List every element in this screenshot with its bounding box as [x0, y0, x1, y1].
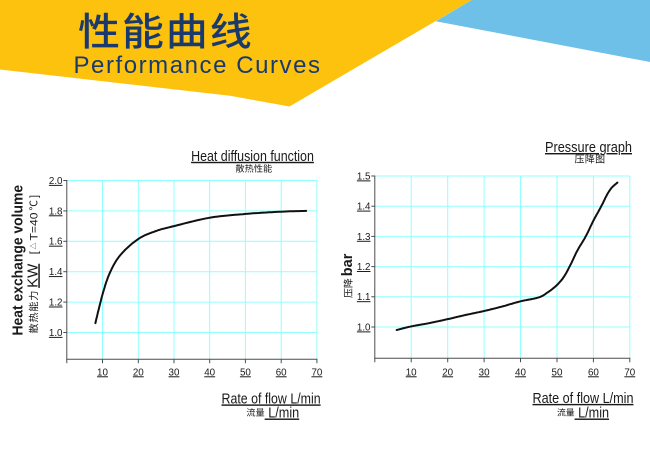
- svg-text:Heat exchange volume: Heat exchange volume: [10, 185, 27, 336]
- svg-text:50: 50: [552, 367, 563, 378]
- svg-text:L/min: L/min: [265, 406, 300, 422]
- svg-text:1.0: 1.0: [357, 322, 371, 333]
- svg-text:Rate of flow L/min: Rate of flow L/min: [533, 391, 634, 407]
- svg-text:1.3: 1.3: [357, 232, 371, 243]
- svg-text:]: ]: [28, 195, 40, 198]
- svg-text:70: 70: [311, 367, 322, 378]
- svg-text:60: 60: [588, 367, 599, 378]
- svg-text:50: 50: [240, 367, 251, 378]
- svg-text:Rate of flow L/min: Rate of flow L/min: [222, 391, 321, 407]
- svg-text:1.2: 1.2: [357, 262, 371, 273]
- svg-text:30: 30: [479, 367, 490, 378]
- svg-text:20: 20: [133, 367, 144, 378]
- svg-text:2.0: 2.0: [49, 176, 63, 187]
- svg-text:1.4: 1.4: [357, 202, 371, 213]
- svg-text:1.8: 1.8: [49, 206, 63, 217]
- svg-text:1.6: 1.6: [49, 237, 63, 248]
- svg-text:70: 70: [624, 367, 635, 378]
- svg-text:T=40: T=40: [28, 213, 40, 241]
- svg-text:1.2: 1.2: [49, 298, 63, 309]
- svg-text:60: 60: [276, 367, 287, 378]
- svg-text:KW: KW: [24, 263, 41, 288]
- svg-text:40: 40: [515, 367, 526, 378]
- svg-text:L/min: L/min: [575, 406, 610, 422]
- svg-text:Heat diffusion function: Heat diffusion function: [191, 149, 314, 165]
- svg-text:bar: bar: [340, 253, 356, 276]
- svg-text:10: 10: [97, 367, 108, 378]
- svg-text:1.4: 1.4: [49, 267, 63, 278]
- svg-text:1.5: 1.5: [357, 171, 371, 182]
- svg-text:1.1: 1.1: [357, 292, 371, 303]
- svg-text:30: 30: [169, 367, 180, 378]
- svg-text:1.0: 1.0: [49, 328, 63, 339]
- svg-text:Performance Curves: Performance Curves: [74, 52, 321, 79]
- svg-text:40: 40: [204, 367, 215, 378]
- svg-text:Pressure graph: Pressure graph: [545, 140, 632, 156]
- svg-text:[: [: [28, 251, 40, 254]
- svg-text:20: 20: [442, 367, 453, 378]
- svg-text:10: 10: [406, 367, 417, 378]
